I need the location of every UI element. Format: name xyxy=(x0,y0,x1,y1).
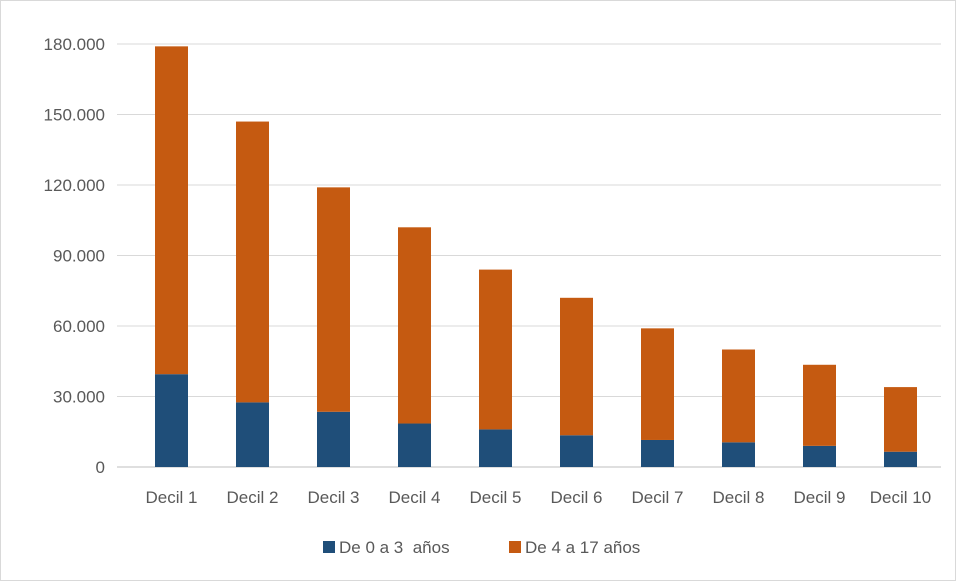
bar-age-4-17-2 xyxy=(236,121,269,403)
x-tick-label: Decil 8 xyxy=(713,488,765,507)
y-tick-label: 120.000 xyxy=(44,176,105,195)
y-tick-label: 150.000 xyxy=(44,106,105,125)
bars xyxy=(155,46,917,467)
x-tick-label: Decil 4 xyxy=(389,488,441,507)
legend-label: De 0 a 3 años xyxy=(339,538,450,557)
bar-age-0-3-4 xyxy=(398,423,431,467)
x-tick-label: Decil 2 xyxy=(227,488,279,507)
bar-age-4-17-9 xyxy=(803,364,836,446)
bar-age-4-17-1 xyxy=(155,46,188,375)
bar-age-0-3-5 xyxy=(479,429,512,467)
y-tick-label: 90.000 xyxy=(53,247,105,266)
legend: De 0 a 3 años De 4 a 17 años xyxy=(323,538,640,557)
bar-age-0-3-2 xyxy=(236,402,269,467)
bar-age-0-3-3 xyxy=(317,411,350,467)
bar-age-4-17-5 xyxy=(479,269,512,430)
bar-age-0-3-7 xyxy=(641,439,674,467)
bar-age-4-17-4 xyxy=(398,227,431,424)
x-axis-ticks: Decil 1 Decil 2 Decil 3 Decil 4 Decil 5 Decil… xyxy=(146,488,932,507)
x-tick-label: Decil 9 xyxy=(794,488,846,507)
legend-swatch xyxy=(509,541,521,553)
x-tick-label: Decil 7 xyxy=(632,488,684,507)
legend-swatch xyxy=(323,541,335,553)
bar-age-4-17-6 xyxy=(560,297,593,436)
bar-age-0-3-8 xyxy=(722,442,755,467)
bar-age-0-3-10 xyxy=(884,451,917,467)
bar-age-0-3-9 xyxy=(803,445,836,467)
x-tick-label: Decil 6 xyxy=(551,488,603,507)
x-tick-label: Decil 5 xyxy=(470,488,522,507)
bar-age-0-3-6 xyxy=(560,435,593,467)
bar-age-4-17-8 xyxy=(722,349,755,443)
y-axis-ticks: 0 30.000 60.000 90.000 120.000 150.000 180.000 xyxy=(44,35,105,477)
bar-age-4-17-10 xyxy=(884,387,917,452)
x-tick-label: Decil 1 xyxy=(146,488,198,507)
x-tick-label: Decil 3 xyxy=(308,488,360,507)
bar-age-4-17-7 xyxy=(641,328,674,440)
y-tick-label: 60.000 xyxy=(53,317,105,336)
legend-label: De 4 a 17 años xyxy=(525,538,640,557)
bar-age-4-17-3 xyxy=(317,187,350,412)
y-tick-label: 0 xyxy=(96,458,105,477)
bar-age-0-3-1 xyxy=(155,374,188,467)
y-tick-label: 180.000 xyxy=(44,35,105,54)
x-tick-label: Decil 10 xyxy=(870,488,931,507)
y-tick-label: 30.000 xyxy=(53,388,105,407)
